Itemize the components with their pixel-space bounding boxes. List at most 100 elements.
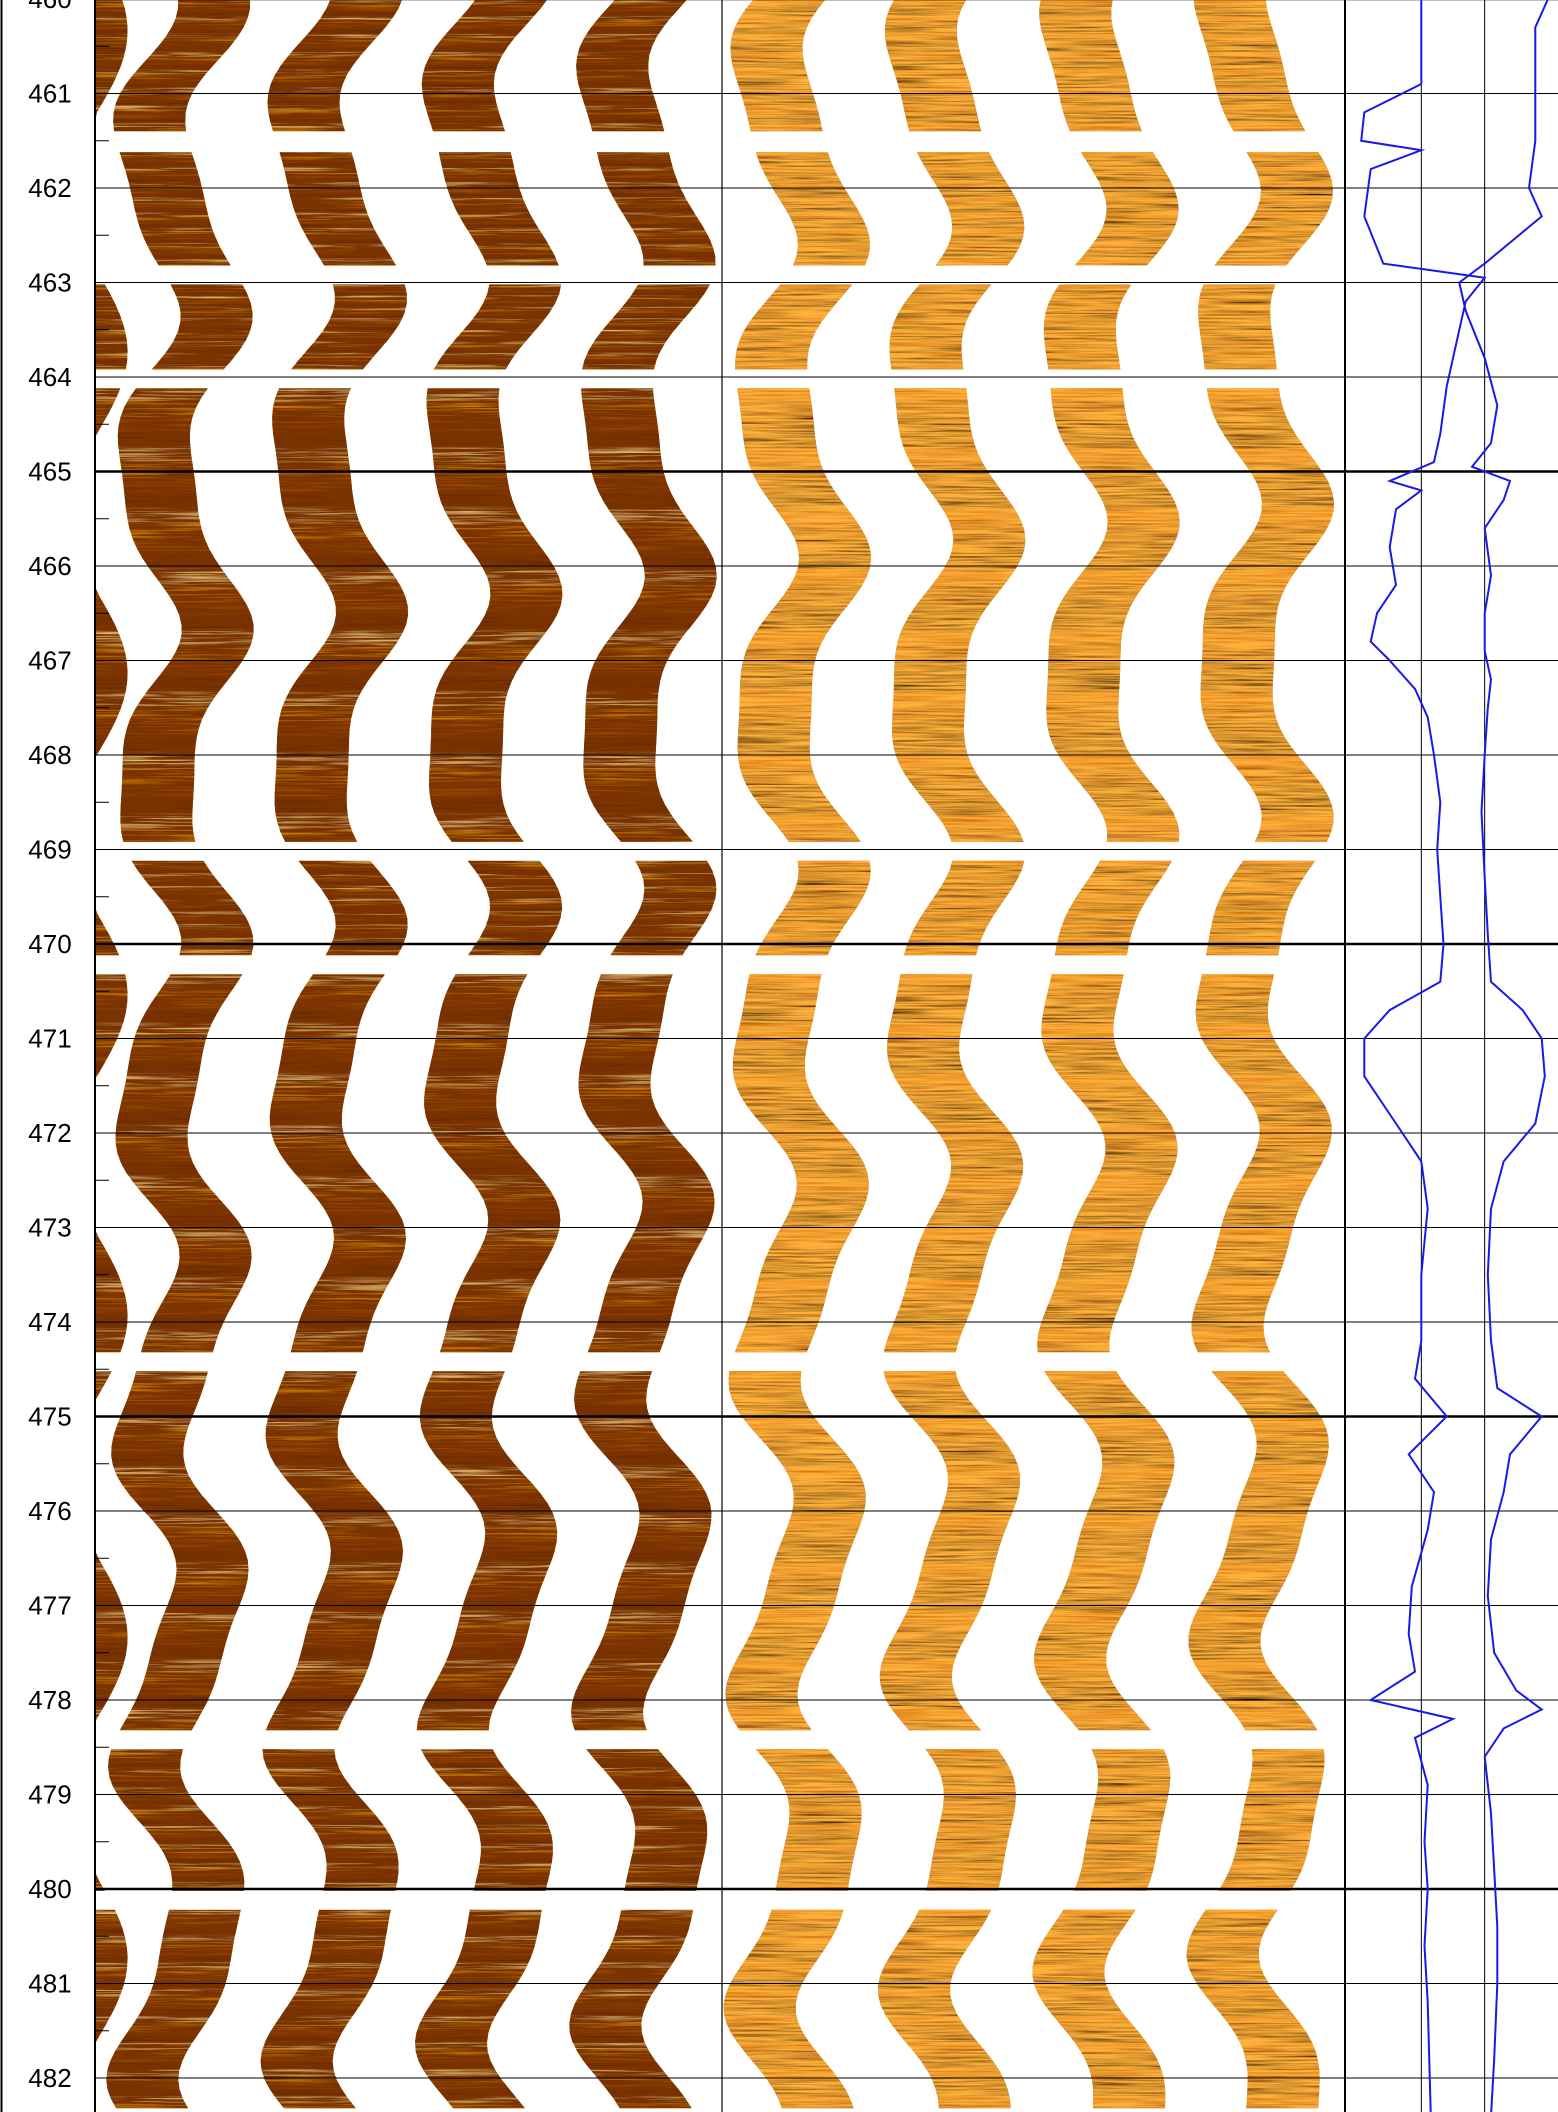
image-segment — [424, 974, 561, 1353]
image-segment — [1074, 152, 1179, 266]
image-segment — [111, 1371, 249, 1731]
image-panel-6 — [878, 0, 1026, 2109]
image-segment — [596, 152, 716, 266]
depth-tick-label: 460 — [28, 0, 71, 14]
image-segment — [569, 1909, 694, 2109]
image-segment — [610, 860, 717, 956]
depth-tick-label: 477 — [28, 1591, 71, 1621]
curve-track — [1360, 0, 1549, 2112]
image-segment — [95, 1749, 105, 1891]
depth-tick-label: 468 — [28, 740, 71, 770]
image-segment — [1186, 1909, 1320, 2109]
image-segment — [723, 1909, 854, 2109]
depth-tick-label: 471 — [28, 1024, 71, 1054]
image-segment — [1206, 860, 1316, 956]
image-segment — [571, 1371, 712, 1731]
image-segment — [438, 152, 559, 266]
image-segment — [1034, 1371, 1175, 1731]
image-segment — [95, 388, 128, 842]
image-segment — [878, 1909, 1011, 2109]
image-segment — [131, 860, 254, 956]
depth-tick-label: 480 — [28, 1874, 71, 1904]
image-segment — [272, 388, 408, 842]
depth-tick-label: 478 — [28, 1685, 71, 1715]
image-segment — [916, 152, 1025, 266]
image-segment — [106, 1909, 241, 2109]
image-segment — [265, 1371, 403, 1731]
image-segment — [891, 388, 1026, 842]
image-segment — [889, 284, 992, 370]
depth-tick-label: 476 — [28, 1496, 71, 1526]
depth-tick-label: 472 — [28, 1118, 71, 1148]
image-segment — [95, 1909, 128, 2109]
image-segment — [433, 284, 562, 370]
depth-tick-label: 466 — [28, 551, 71, 581]
image-segment — [1046, 388, 1180, 842]
image-segment — [269, 974, 406, 1353]
image-segment — [883, 974, 1024, 1353]
depth-tick-label: 462 — [28, 173, 71, 203]
image-segment — [730, 0, 826, 132]
image-segment — [262, 1749, 399, 1891]
image-segment — [279, 152, 397, 266]
depth-tick-label: 470 — [28, 929, 71, 959]
image-segment — [1043, 284, 1132, 370]
image-segment — [1188, 1371, 1329, 1731]
image-segment — [151, 284, 253, 370]
curve-series-1 — [1360, 0, 1487, 2112]
image-panel-1 — [106, 0, 254, 2109]
image-segment — [1054, 860, 1172, 956]
image-panel-5 — [723, 0, 872, 2109]
image-segment — [755, 152, 870, 266]
image-segment — [904, 860, 1025, 956]
image-segment — [1193, 0, 1306, 132]
image-panel-3 — [415, 0, 563, 2109]
image-segment — [95, 284, 128, 370]
image-segment — [267, 0, 403, 132]
depth-tick-label: 467 — [28, 646, 71, 676]
image-segment — [1074, 1749, 1171, 1891]
depth-tick-label: 481 — [28, 1969, 71, 1999]
image-segment — [95, 860, 120, 956]
image-segment — [95, 0, 128, 132]
image-segment — [426, 388, 563, 842]
image-segment — [578, 974, 715, 1353]
image-segment — [581, 388, 717, 842]
curve-series-2 — [1458, 0, 1549, 2112]
depth-tick-label: 482 — [28, 2063, 71, 2093]
image-segment — [576, 0, 687, 132]
image-panel-7 — [1032, 0, 1180, 2109]
image-segment — [1198, 284, 1277, 370]
image-segment — [421, 0, 547, 132]
image-segment — [95, 1371, 128, 1731]
depth-tick-label: 479 — [28, 1780, 71, 1810]
image-panel-8 — [1186, 0, 1334, 2109]
image-segment — [420, 1749, 553, 1891]
depth-tick-label: 463 — [28, 268, 71, 298]
image-segment — [755, 1749, 862, 1891]
image-segment — [1037, 974, 1178, 1353]
image-segment — [755, 860, 871, 956]
depth-tick-label: 461 — [28, 79, 71, 109]
image-segment — [732, 974, 869, 1353]
depth-tick-label: 465 — [28, 457, 71, 487]
image-segment — [925, 1749, 1016, 1891]
image-segment — [1191, 974, 1332, 1353]
image-panel-edge — [95, 0, 128, 2109]
depth-tick-label: 474 — [28, 1307, 71, 1337]
image-segment — [260, 1909, 391, 2109]
image-segment — [586, 1749, 708, 1891]
depth-tick-label: 473 — [28, 1213, 71, 1243]
image-segment — [735, 284, 853, 370]
depth-tick-label: 469 — [28, 835, 71, 865]
image-segment — [108, 1749, 245, 1891]
image-segment — [117, 388, 254, 842]
image-segment — [291, 284, 407, 370]
image-segment — [298, 860, 408, 956]
image-segment — [1214, 152, 1333, 266]
image-segment — [879, 1371, 1020, 1731]
image-segment — [884, 0, 982, 132]
image-segment — [1039, 0, 1142, 132]
